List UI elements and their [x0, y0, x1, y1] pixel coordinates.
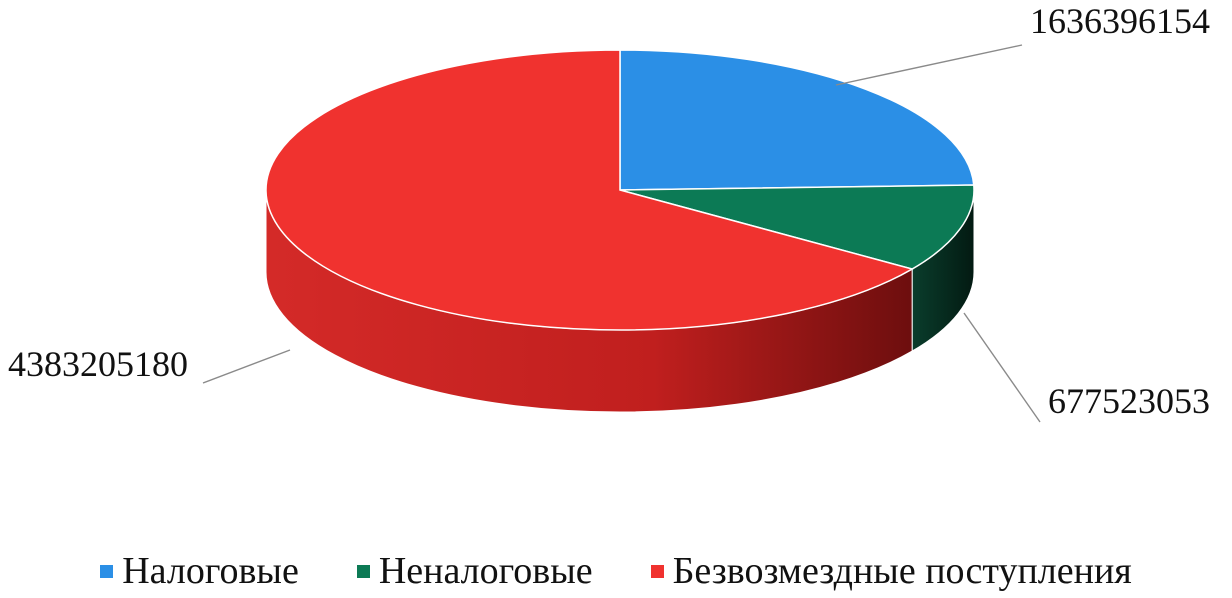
data-label-0: 1636396154 — [1030, 1, 1210, 41]
legend-item-bezvozmezdnye: Безвозмездные поступления — [651, 552, 1132, 590]
legend-label: Безвозмездные поступления — [673, 552, 1132, 590]
legend-swatch-nalogovye — [100, 565, 113, 578]
leader-line-1 — [964, 313, 1040, 422]
legend: Налоговые Неналоговые Безвозмездные пост… — [0, 548, 1232, 594]
legend-swatch-nenalogovye — [357, 565, 370, 578]
pie-slice-0 — [620, 50, 974, 190]
data-label-1: 677523053 — [1048, 381, 1210, 421]
pie-layer — [266, 50, 974, 412]
legend-swatch-bezvozmezdnye — [651, 565, 664, 578]
legend-label: Налоговые — [122, 552, 299, 590]
leader-line-0 — [836, 45, 1022, 85]
legend-label: Неналоговые — [379, 552, 593, 590]
legend-item-nalogovye: Налоговые — [100, 552, 299, 590]
leader-line-2 — [203, 350, 290, 383]
data-label-2: 4383205180 — [8, 344, 188, 384]
legend-item-nenalogovye: Неналоговые — [357, 552, 593, 590]
